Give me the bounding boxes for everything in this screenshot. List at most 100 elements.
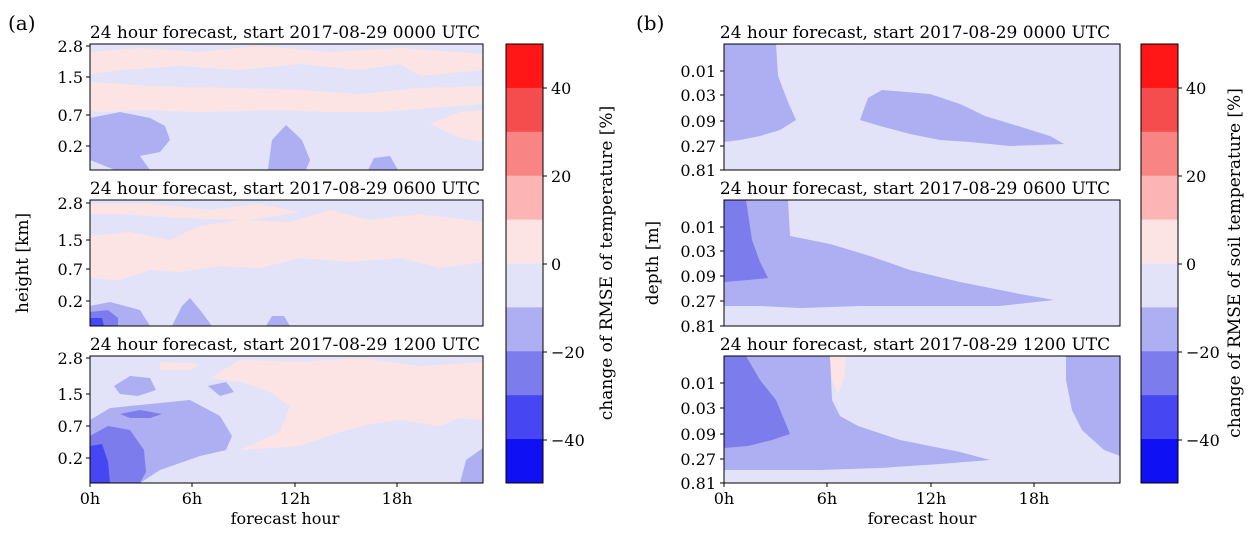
b1-negative-right xyxy=(860,90,1064,146)
b-xtick-18h: 18h xyxy=(1019,489,1050,508)
a2-positive-top xyxy=(90,204,300,220)
colorbar-b-cell-7 xyxy=(1141,351,1178,396)
colorbar-a-cell-9 xyxy=(506,439,543,484)
subplot-b3: 24 hour forecast, start 2017-08-29 1200 … xyxy=(680,335,1121,508)
b2-ytick-0.27: 0.27 xyxy=(680,292,716,311)
colorbar-a-cell-2 xyxy=(506,131,543,177)
a2-ytick-2.8: 2.8 xyxy=(58,194,83,213)
a1-positive-region xyxy=(90,46,483,76)
colorbar-a-cell-5 xyxy=(506,263,543,308)
cbar-b-tick-20: 20 xyxy=(1186,167,1206,186)
colorbar-a-cell-7 xyxy=(506,351,543,396)
panel-a: 24 hour forecast, start 2017-08-29 0000 … xyxy=(13,23,617,528)
b3-ytick-0.09: 0.09 xyxy=(680,425,716,444)
cbar-b-tick-m40: −40 xyxy=(1186,431,1220,450)
b2-ytick-0.03: 0.03 xyxy=(680,242,716,261)
panel-b-ylabel: depth [m] xyxy=(643,221,663,305)
cbar-a-tick-20: 20 xyxy=(551,167,571,186)
subplot-a2-yticks: 2.8 1.5 0.7 0.2 xyxy=(58,194,90,311)
cbar-a-tick-m40: −40 xyxy=(551,431,585,450)
colorbar-b-cell-1 xyxy=(1141,87,1178,133)
b3-ytick-0.03: 0.03 xyxy=(680,399,716,418)
a-xtick-6h: 6h xyxy=(182,489,202,508)
colorbar-b: 40 20 0 −20 −40 change of RMSE of soil t… xyxy=(1140,43,1245,484)
panel-b: 24 hour forecast, start 2017-08-29 0000 … xyxy=(643,23,1245,528)
colorbar-a-cell-1 xyxy=(506,87,543,133)
colorbar-a-cell-3 xyxy=(506,175,543,221)
a2-ytick-1.5: 1.5 xyxy=(58,231,83,250)
colorbar-b-cell-6 xyxy=(1141,307,1178,352)
a1-negative-small xyxy=(368,156,398,170)
subplot-a1-frame xyxy=(89,43,484,171)
b2-ytick-0.81: 0.81 xyxy=(680,317,716,336)
a3-ytick-0.2: 0.2 xyxy=(58,449,83,468)
colorbar-b-cell-3 xyxy=(1141,175,1178,221)
subplot-a1: 24 hour forecast, start 2017-08-29 0000 … xyxy=(58,23,484,171)
colorbar-b-cell-0 xyxy=(1141,44,1178,89)
b3-negative-mid xyxy=(724,356,790,448)
colorbar-b-cells xyxy=(1141,44,1178,484)
a3-ytick-0.7: 0.7 xyxy=(58,417,83,436)
a1-ytick-0.7: 0.7 xyxy=(58,106,83,125)
b-xtick-6h: 6h xyxy=(817,489,837,508)
a3-negative-deep xyxy=(90,444,110,483)
a3-negative-right xyxy=(460,448,483,483)
a2-negative-small xyxy=(266,316,290,326)
subplot-b2: 24 hour forecast, start 2017-08-29 0600 … xyxy=(680,179,1121,336)
a1-ytick-0.2: 0.2 xyxy=(58,137,83,156)
subplot-b2-title: 24 hour forecast, start 2017-08-29 0600 … xyxy=(720,179,1110,199)
colorbar-a: 40 20 0 −20 −40 change of RMSE of temper… xyxy=(505,43,617,484)
a3-ytick-2.8: 2.8 xyxy=(58,349,83,368)
colorbar-a-label: change of RMSE of temperature [%] xyxy=(597,106,617,420)
colorbar-b-cell-9 xyxy=(1141,439,1178,484)
colorbar-b-cell-2 xyxy=(1141,131,1178,177)
subplot-a1-title: 24 hour forecast, start 2017-08-29 0000 … xyxy=(90,23,480,43)
subplot-a2: 24 hour forecast, start 2017-08-29 0600 … xyxy=(58,179,484,327)
b-xtick-0h: 0h xyxy=(714,489,734,508)
a2-ytick-0.7: 0.7 xyxy=(58,260,83,279)
colorbar-b-ticks: 40 20 0 −20 −40 xyxy=(1178,79,1220,450)
subplot-a2-title: 24 hour forecast, start 2017-08-29 0600 … xyxy=(90,179,480,199)
b2-negative-outer xyxy=(724,200,1054,308)
colorbar-b-cell-4 xyxy=(1141,219,1178,264)
subplot-a3-title: 24 hour forecast, start 2017-08-29 1200 … xyxy=(90,335,480,355)
panel-a-ylabel: height [km] xyxy=(13,213,33,313)
a1-ytick-2.8: 2.8 xyxy=(58,37,83,56)
subplot-a3-xticks: 0h 6h 12h 18h xyxy=(80,483,413,508)
a1-positive-band xyxy=(90,82,483,112)
colorbar-a-ticks: 40 20 0 −20 −40 xyxy=(543,79,585,450)
cbar-a-tick-40: 40 xyxy=(551,79,571,98)
subplot-a1-yticks: 2.8 1.5 0.7 0.2 xyxy=(58,37,90,156)
a1-negative-region xyxy=(90,112,170,170)
a-xtick-18h: 18h xyxy=(382,489,413,508)
subplot-a3: 24 hour forecast, start 2017-08-29 1200 … xyxy=(58,335,484,508)
cbar-b-tick-m20: −20 xyxy=(1186,343,1220,362)
cbar-b-tick-0: 0 xyxy=(1186,255,1196,274)
subplot-b3-yticks: 0.01 0.03 0.09 0.27 0.81 xyxy=(680,374,724,493)
a2-negative-deep xyxy=(90,318,104,326)
panel-b-label: (b) xyxy=(636,11,664,35)
a3-positive-left xyxy=(160,362,200,370)
panel-b-xlabel: forecast hour xyxy=(868,509,977,528)
b1-ytick-0.01: 0.01 xyxy=(680,62,716,81)
subplot-b2-frame xyxy=(723,199,1121,327)
subplot-a2-frame xyxy=(89,199,484,327)
b1-ytick-0.03: 0.03 xyxy=(680,86,716,105)
colorbar-a-cell-8 xyxy=(506,395,543,440)
a-xtick-12h: 12h xyxy=(280,489,311,508)
panel-a-label: (a) xyxy=(8,11,36,35)
b2-ytick-0.01: 0.01 xyxy=(680,218,716,237)
cbar-a-tick-0: 0 xyxy=(551,255,561,274)
subplot-b1-frame xyxy=(723,43,1121,171)
b1-negative-left xyxy=(724,44,796,142)
cbar-b-tick-40: 40 xyxy=(1186,79,1206,98)
a2-ytick-0.2: 0.2 xyxy=(58,292,83,311)
b-xtick-12h: 12h xyxy=(916,489,947,508)
subplot-a3-yticks: 2.8 1.5 0.7 0.2 xyxy=(58,349,90,468)
colorbar-a-cell-0 xyxy=(506,44,543,89)
subplot-b1-title: 24 hour forecast, start 2017-08-29 0000 … xyxy=(720,23,1110,43)
panel-a-xlabel: forecast hour xyxy=(231,509,340,528)
b3-ytick-0.81: 0.81 xyxy=(680,474,716,493)
a1-positive-lower xyxy=(430,110,483,142)
b2-negative-mid xyxy=(724,200,768,282)
